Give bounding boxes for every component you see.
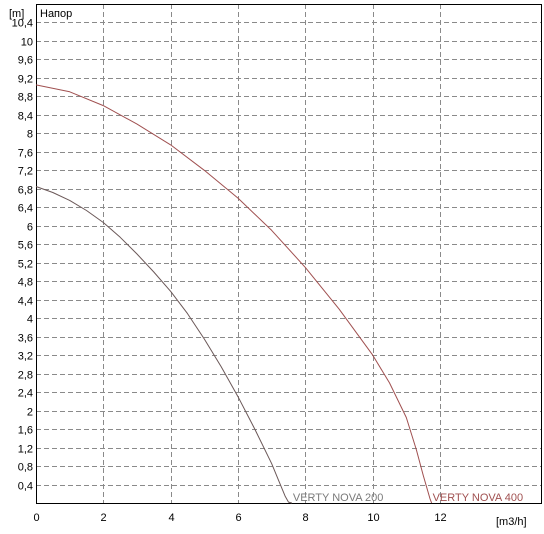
y-tick-label: 3,6 bbox=[18, 333, 33, 345]
x-tick-label: 10 bbox=[367, 512, 379, 524]
x-tick-label: 2 bbox=[100, 512, 106, 524]
y-tick-label: 0,4 bbox=[18, 481, 33, 493]
y-tick-label: 1,6 bbox=[18, 425, 33, 437]
y-tick-label: 2,4 bbox=[18, 388, 33, 400]
y-tick-label: 6,4 bbox=[18, 203, 33, 215]
x-tick-label: 0 bbox=[33, 512, 39, 524]
series-line bbox=[35, 186, 293, 504]
y-tick-label: 6,8 bbox=[18, 185, 33, 197]
y-tick-label: 7,2 bbox=[18, 166, 33, 178]
x-axis-unit: [m3/h] bbox=[496, 516, 527, 528]
y-tick-label: 2 bbox=[27, 407, 33, 419]
series-line bbox=[35, 84, 433, 504]
series-label: VERTY NOVA 400 bbox=[433, 492, 524, 504]
plot-frame bbox=[36, 4, 542, 504]
y-axis-unit: [m] bbox=[9, 8, 24, 20]
x-tick-label: 8 bbox=[302, 512, 308, 524]
series-layer bbox=[35, 84, 433, 504]
x-tick-label: 12 bbox=[434, 512, 446, 524]
y-tick-label: 7,6 bbox=[18, 148, 33, 160]
y-tick-label: 0,8 bbox=[18, 462, 33, 474]
grid bbox=[36, 4, 541, 503]
y-tick-label: 2,8 bbox=[18, 370, 33, 382]
y-tick-label: 8,4 bbox=[18, 111, 33, 123]
label-layer: [m] Напор [m3/h] 0 2 4 6 8 10 12 0,4 0,8 1,2 1,6 2 2… bbox=[9, 8, 527, 528]
y-tick-label: 10,4 bbox=[12, 18, 33, 30]
y-tick-label: 3,2 bbox=[18, 351, 33, 363]
y-tick-label: 5,6 bbox=[18, 240, 33, 252]
y-tick-label: 8,8 bbox=[18, 92, 33, 104]
y-tick-label: 4 bbox=[27, 314, 33, 326]
y-tick-label: 8 bbox=[27, 129, 33, 141]
y-tick-label: 5,2 bbox=[18, 259, 33, 271]
x-tick-label: 4 bbox=[168, 512, 174, 524]
y-tick-label: 4,4 bbox=[18, 296, 33, 308]
y-tick-label: 9,2 bbox=[18, 74, 33, 86]
x-tick-label: 6 bbox=[235, 512, 241, 524]
series-label: VERTY NOVA 200 bbox=[293, 492, 384, 504]
y-tick-label: 4,8 bbox=[18, 277, 33, 289]
y-tick-label: 10 bbox=[21, 37, 33, 49]
y-tick-label: 1,2 bbox=[18, 444, 33, 456]
y-tick-label: 6 bbox=[27, 222, 33, 234]
chart-title: Напор bbox=[40, 8, 72, 20]
y-tick-label: 9,6 bbox=[18, 55, 33, 67]
